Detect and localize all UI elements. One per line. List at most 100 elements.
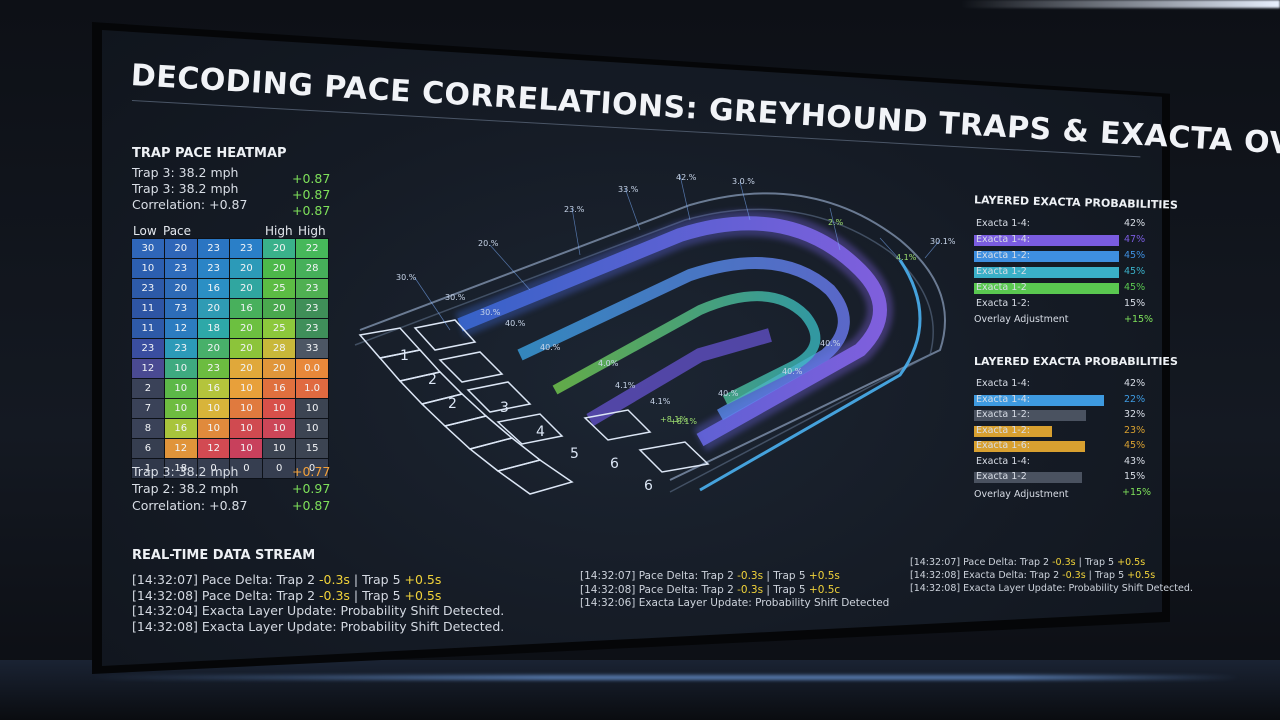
stream-line: [14:32:07] Pace Delta: Trap 2 -0.3s | Tr… — [580, 570, 840, 582]
heatmap-cell: 20 — [196, 298, 231, 319]
heatmap-row: 2 10 16 10 16 1.0 — [131, 378, 329, 399]
exacta-bar — [974, 235, 1119, 246]
floor — [0, 660, 1280, 720]
stream-line: [14:32:06] Exacta Layer Update: Probabil… — [580, 597, 890, 609]
heatmap-cell: 16 — [196, 378, 231, 399]
heatmap-cell: 23 — [229, 238, 264, 259]
exacta-value: 15% — [1124, 471, 1146, 482]
exacta-bar — [974, 441, 1085, 452]
heatmap-cell: 2 — [131, 378, 165, 399]
heatmap-stat-value: +0.87 — [292, 187, 331, 202]
stream-line: [14:32:04] Exacta Layer Update: Probabil… — [132, 603, 505, 618]
heatmap-cell: 10 — [295, 418, 329, 439]
stream-segment: -0.3s — [319, 572, 350, 587]
trap-number: 6 — [644, 478, 653, 494]
stream-segment: +0.5s — [404, 572, 442, 587]
lane-band-4 — [586, 328, 772, 427]
heatmap-cell: 10 — [163, 378, 198, 399]
track-annotation: 40.% — [540, 343, 561, 352]
stream-segment: | Trap 5 — [763, 570, 809, 582]
stream-segment: [14:32:07] Pace Delta: Trap 2 — [132, 572, 320, 587]
stream-line: [14:32:08] Exacta Delta: Trap 2 -0.3s | … — [910, 570, 1155, 581]
heatmap-heading: TRAP PACE HEATMAP — [132, 146, 287, 161]
heatmap-stat-value: +0.87 — [292, 498, 331, 513]
annotation-leaders — [414, 174, 941, 331]
heatmap-cell: 10 — [262, 398, 297, 419]
track-annotation: 40.% — [718, 389, 739, 398]
track-annotation: 4.0% — [598, 359, 619, 368]
heatmap-cell: 16 — [229, 298, 264, 319]
heatmap-row: 23 23 20 20 28 33 — [131, 338, 329, 359]
heatmap-cell: 7 — [131, 398, 165, 419]
heatmap-stat-label: Trap 3: 38.2 mph — [132, 181, 239, 196]
exacta-bar — [974, 394, 1104, 406]
heatmap-cell: 33 — [295, 338, 329, 359]
heatmap-cell: 20 — [163, 238, 198, 259]
stream-segment: [14:32:08] Exacta Delta: Trap 2 — [910, 570, 1063, 581]
stream-heading: REAL-TIME DATA STREAM — [132, 548, 316, 563]
track-annotation: 30.% — [480, 308, 501, 317]
heatmap-stat-value: +0.87 — [292, 203, 331, 218]
heatmap-cell: 10 — [229, 418, 264, 439]
stream-segment: | Trap 5 — [349, 572, 405, 587]
exacta-bar — [974, 251, 1119, 262]
heatmap-row: 1 18 0 0 0 0 — [131, 458, 329, 479]
track-annotations: 30.% 30.% 20.% 23.% 33.% 42.% 3.0.% 2.% 4.1% 30.1… — [396, 173, 956, 426]
exacta-label: Exacta 1-2 — [976, 471, 1027, 482]
track-annotation: 4.1% — [615, 381, 636, 390]
stream-segment: | Trap 5 — [349, 587, 405, 603]
pace-heatmap: 30 20 23 23 20 22 10 23 23 20 20 28 23 20 16 20 25 23 11 73… — [131, 238, 329, 479]
exacta-value: 42% — [1124, 218, 1146, 229]
heatmap-cell: 20 — [196, 338, 231, 359]
heatmap-cell: 10 — [131, 258, 165, 279]
track-annotation: 4.1% — [650, 397, 671, 406]
heatmap-cell: 12 — [163, 318, 198, 339]
heatmap-cell: 10 — [295, 398, 329, 419]
exacta-bar — [974, 283, 1119, 294]
heatmap-cell: 20 — [262, 258, 297, 279]
starting-traps — [358, 319, 710, 495]
overlay-label: Overlay Adjustment — [974, 489, 1069, 500]
track-annotation: 33.% — [618, 185, 639, 194]
exacta-value: 45% — [1124, 282, 1146, 293]
heatmap-row: 11 73 20 16 20 23 — [131, 298, 329, 319]
stream-line: [14:32:08] Exacta Layer Update: Probabil… — [910, 583, 1193, 594]
exacta-label: Exacta 1-4: — [976, 393, 1030, 405]
heatmap-cell: 10 — [262, 418, 297, 439]
heatmap-axis-low: Low — [133, 224, 157, 238]
track-annotation: 23.% — [564, 205, 585, 214]
heatmap-cell: 18 — [163, 458, 198, 479]
stream-segment: +0.5s — [1127, 570, 1156, 581]
stream-segment: +0.5s — [404, 587, 442, 603]
heatmap-cell: 0.0 — [295, 358, 329, 379]
stream-segment: +0.5s — [808, 570, 840, 582]
exacta-value: 45% — [1124, 440, 1146, 451]
heatmap-axis-high: High — [298, 224, 326, 238]
overlay-value: +15% — [1124, 314, 1154, 325]
heatmap-row: 30 20 23 23 20 22 — [131, 238, 329, 259]
heatmap-cell: 18 — [196, 318, 231, 339]
track-annotation: 40.% — [505, 319, 526, 328]
inner-rail — [699, 259, 922, 492]
exacta-value: 23% — [1124, 424, 1146, 436]
exacta-label: Exacta 1-6: — [976, 440, 1030, 451]
heatmap-cell: 12 — [196, 438, 231, 459]
trap-number: 6 — [610, 456, 619, 472]
exacta-label: Exacta 1-4: — [976, 218, 1030, 229]
heatmap-cell: 8 — [131, 418, 165, 439]
track-annotation: 40.% — [820, 339, 841, 348]
heatmap-stat-value: +0.87 — [292, 171, 331, 186]
heatmap-cell: 73 — [163, 298, 198, 319]
heatmap-stat-label: Correlation: +0.87 — [132, 197, 248, 212]
exacta-value: 43% — [1124, 455, 1146, 467]
stream-segment: +0.5c — [808, 583, 841, 596]
ceiling-light — [960, 0, 1280, 8]
exacta-label: Exacta 1-2: — [976, 298, 1030, 309]
exacta-value: 22% — [1124, 393, 1146, 405]
heatmap-row: 12 10 23 20 20 0.0 — [131, 358, 329, 379]
heatmap-row: 8 16 10 10 10 10 — [131, 418, 329, 439]
heatmap-row: 11 12 18 20 25 23 — [131, 318, 329, 339]
trap-number-labels: 1 22 3 4 5 6 6 — [400, 348, 653, 494]
track-annotation: 30.% — [396, 273, 417, 282]
heatmap-stat-label: Trap 3: 38.2 mph — [132, 165, 239, 180]
